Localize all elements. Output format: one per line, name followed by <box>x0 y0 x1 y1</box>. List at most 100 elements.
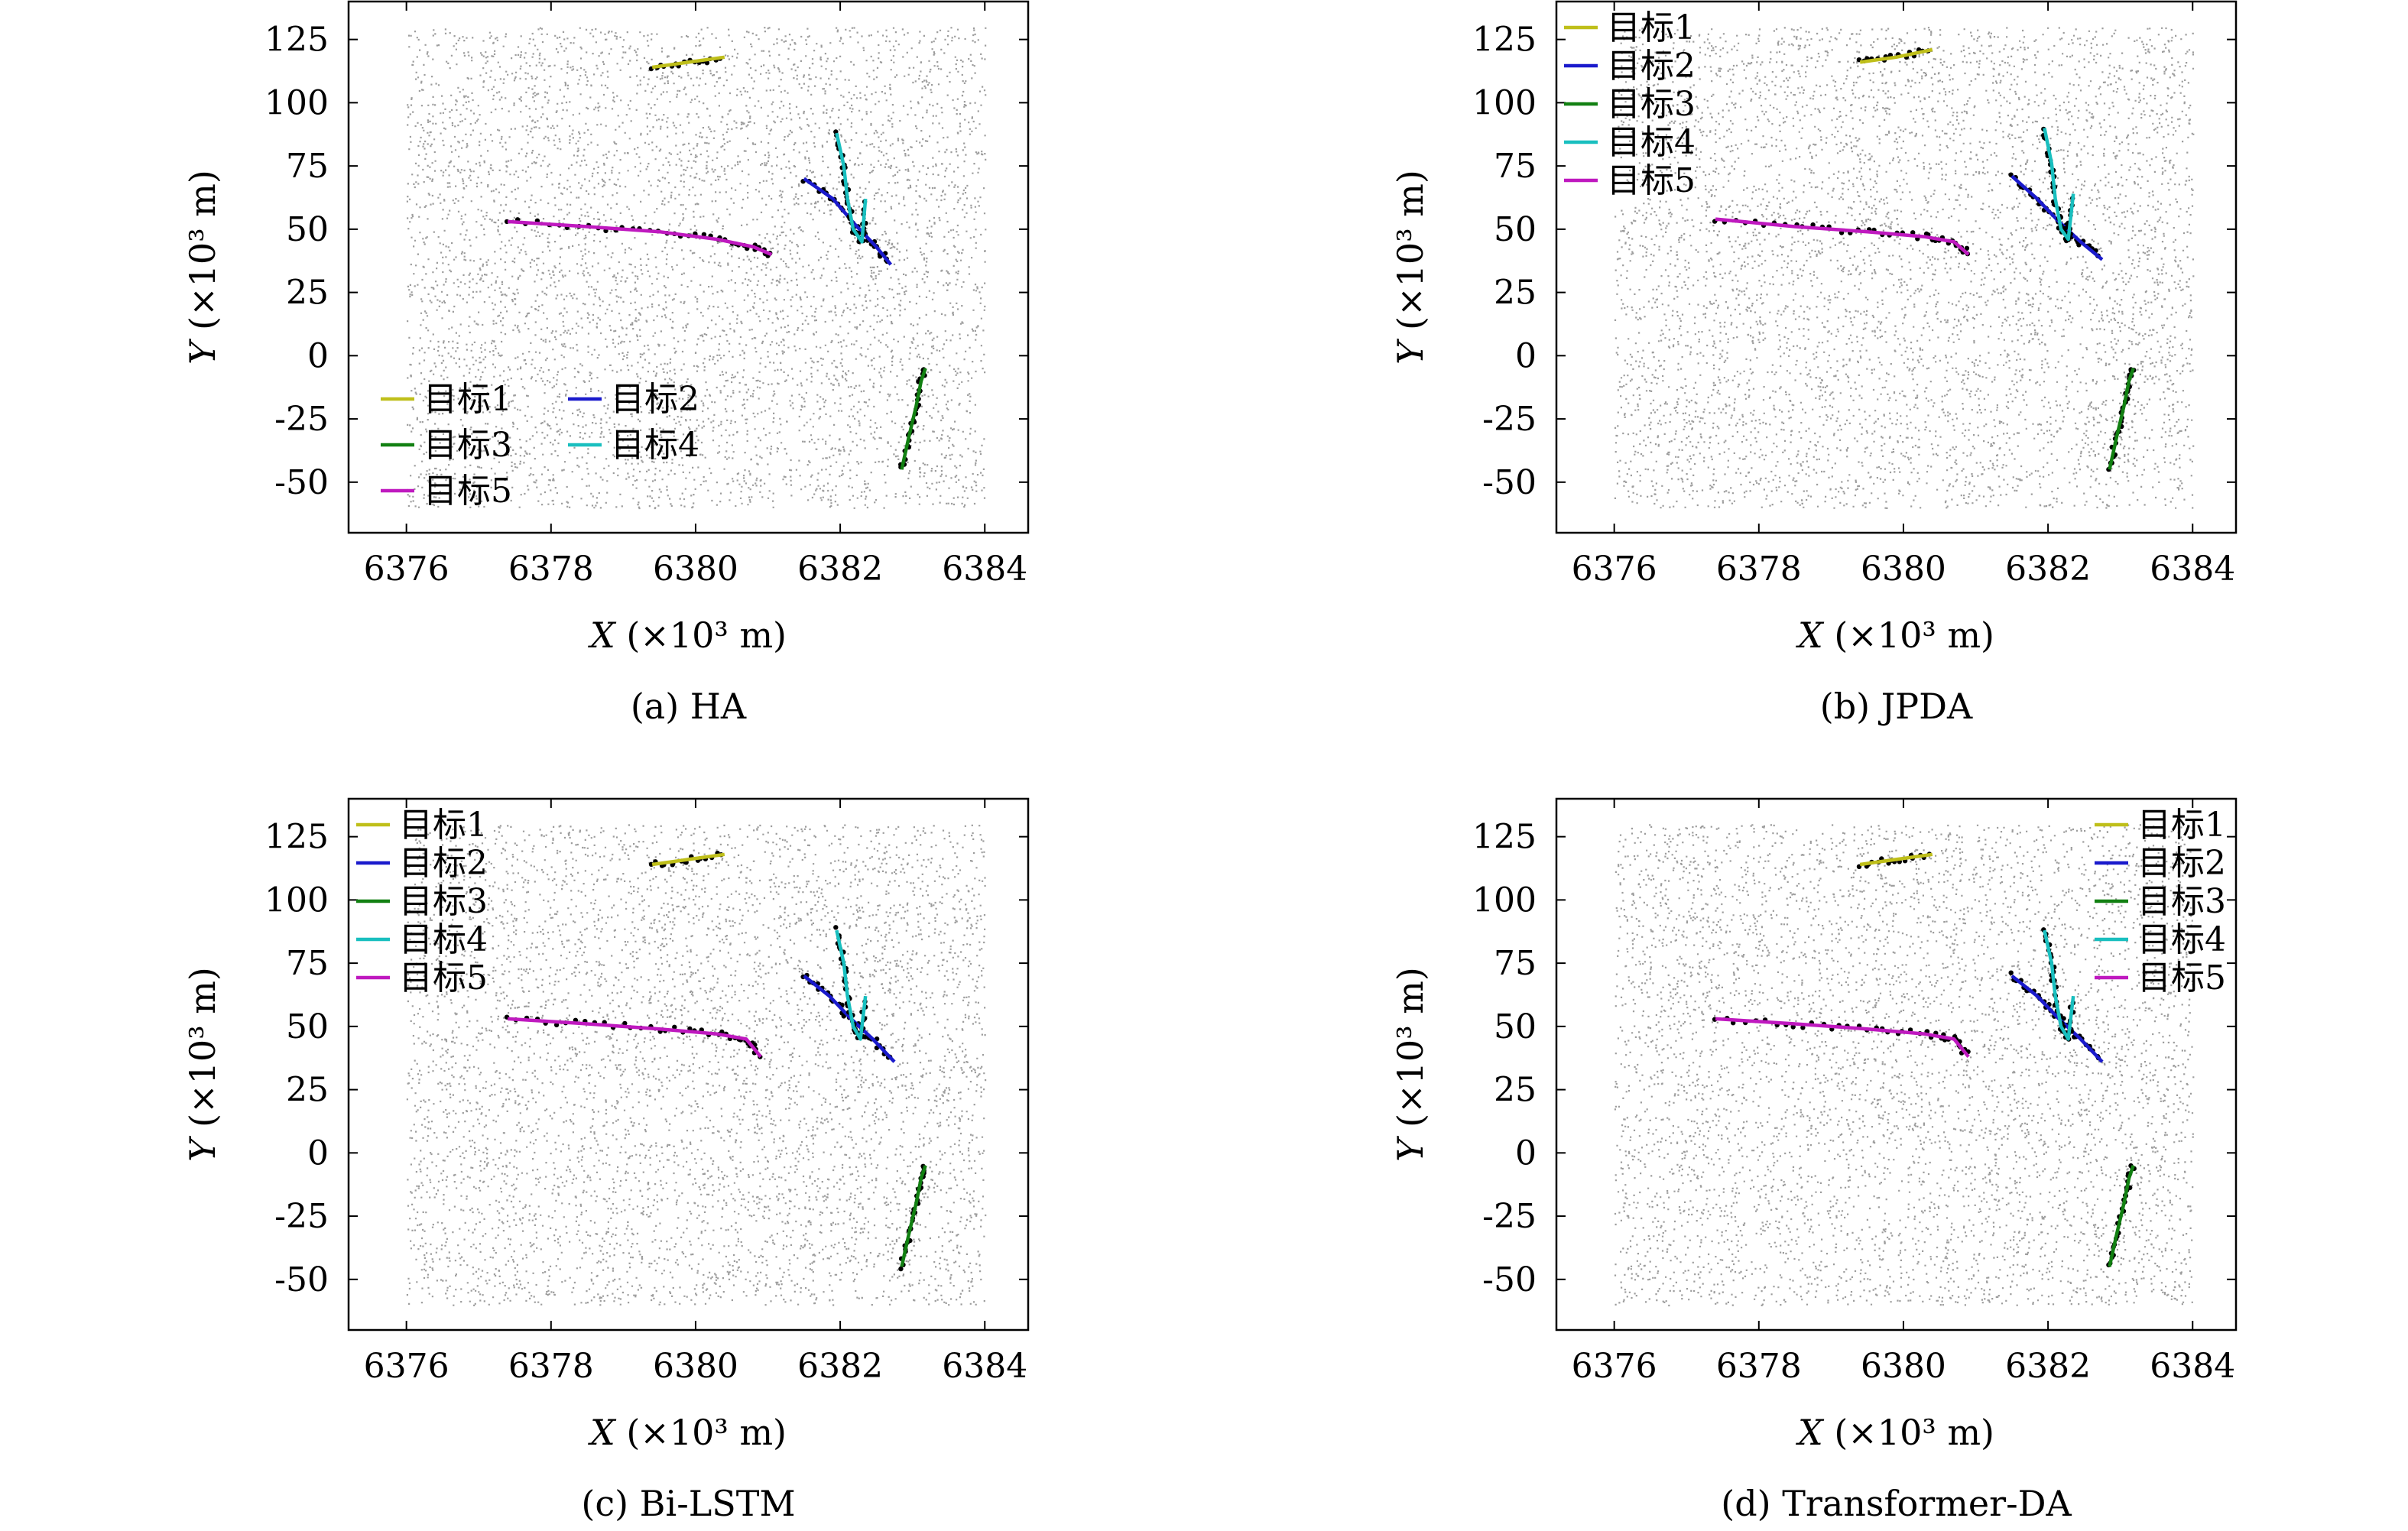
y-tick-label: -50 <box>1482 463 1537 502</box>
y-axis-unit: (×10³ m) <box>1390 170 1431 341</box>
series-line-2 <box>803 974 896 1063</box>
y-tick-label: 125 <box>1472 818 1537 857</box>
legend-label-4: 目标4 <box>1607 123 1696 162</box>
x-tick-label: 6382 <box>797 1347 883 1386</box>
series-line-5 <box>507 219 773 257</box>
y-tick-label: 50 <box>286 1007 329 1046</box>
axes-frame <box>347 0 1030 534</box>
y-tick-label: 50 <box>1494 210 1537 249</box>
x-tick-label: 6384 <box>942 1347 1027 1386</box>
y-tick-label: -50 <box>274 463 329 502</box>
legend-label-4: 目标4 <box>2137 920 2226 959</box>
x-axis-label: X (×10³ m) <box>1796 1412 1994 1453</box>
legend-label-5: 目标5 <box>1607 161 1696 200</box>
clutter-points <box>1614 27 2195 510</box>
series-line-1 <box>1859 47 1933 64</box>
legend-label-3: 目标3 <box>399 882 488 921</box>
y-tick-label: 100 <box>1472 881 1537 920</box>
y-tick-label: -25 <box>274 1197 329 1236</box>
panel-caption: (b) JPDA <box>1820 686 1973 727</box>
series-line-4 <box>2043 128 2075 242</box>
legend-label-5: 目标5 <box>424 472 512 511</box>
series-group <box>1712 47 2137 472</box>
y-axis-var: Y <box>1390 1135 1431 1162</box>
series-line-1 <box>651 55 725 70</box>
x-tick-label: 6378 <box>508 1347 594 1386</box>
y-tick-label: 125 <box>264 21 329 60</box>
panel-caption: (c) Bi-LSTM <box>581 1483 795 1524</box>
clutter-mark <box>406 27 987 510</box>
x-tick-label: 6380 <box>1861 1347 1946 1386</box>
axes-frame <box>1555 797 2238 1332</box>
x-tick-label: 6376 <box>1572 1347 1657 1386</box>
measurement-point <box>1964 245 1970 251</box>
legend-label-5: 目标5 <box>2137 958 2226 997</box>
series-line-1 <box>1859 852 1933 867</box>
x-tick-label: 6378 <box>1716 1347 1802 1386</box>
legend-label-2: 目标2 <box>611 380 699 419</box>
series-line-5 <box>1715 217 1970 256</box>
clutter-points <box>406 824 987 1306</box>
series-line-3 <box>900 368 927 470</box>
y-tick-label: 75 <box>1494 147 1537 186</box>
x-tick-label: 6382 <box>2005 1347 2091 1386</box>
panel-caption: (a) HA <box>631 686 747 727</box>
y-axis-var: Y <box>182 1135 223 1162</box>
y-axis-label: Y (×10³ m) <box>182 967 223 1162</box>
legend-label-1: 目标1 <box>2137 806 2226 845</box>
x-axis-var: X <box>588 615 617 656</box>
y-tick-label: 0 <box>1515 1134 1537 1173</box>
series-line-3 <box>900 1165 927 1267</box>
y-axis-var: Y <box>182 338 223 365</box>
y-tick-label: 50 <box>286 210 329 249</box>
y-tick-label: -25 <box>274 400 329 439</box>
chart-panel: 6376 6378 6380 6382 6384 -50 -25 0 25 50 75 100 125 X… <box>182 0 1030 727</box>
x-axis-unit: (×10³ m) <box>615 615 787 656</box>
y-axis-label: Y (×10³ m) <box>1390 967 1431 1162</box>
legend-label-3: 目标3 <box>424 426 512 465</box>
legend-label-1: 目标1 <box>424 380 512 419</box>
measurement-point <box>1790 1024 1796 1030</box>
y-tick-label: -50 <box>1482 1260 1537 1299</box>
series-group <box>1712 851 2137 1268</box>
measurement-point <box>704 60 710 66</box>
x-tick-label: 6376 <box>364 550 449 589</box>
y-axis-unit: (×10³ m) <box>1390 967 1431 1138</box>
y-tick-label: 100 <box>264 881 329 920</box>
y-tick-label: 50 <box>1494 1007 1537 1046</box>
x-axis-var: X <box>1796 1412 1825 1453</box>
axes-frame <box>347 797 1030 1332</box>
x-tick-label: 6384 <box>2150 1347 2235 1386</box>
legend-label-2: 目标2 <box>2137 844 2226 883</box>
y-tick-label: -25 <box>1482 1197 1537 1236</box>
x-tick-label: 6382 <box>797 550 883 589</box>
legend-label-5: 目标5 <box>399 958 488 997</box>
panel-caption: (d) Transformer-DA <box>1721 1483 2072 1524</box>
series-group <box>504 851 927 1272</box>
clutter-points <box>406 27 987 510</box>
x-axis-label: X (×10³ m) <box>588 615 787 656</box>
chart-panel: 6376 6378 6380 6382 6384 -50 -25 0 25 50 75 100 125 X… <box>1390 797 2238 1524</box>
y-axis-label: Y (×10³ m) <box>1390 170 1431 365</box>
y-tick-label: 25 <box>286 1071 329 1110</box>
x-axis-var: X <box>1796 615 1825 656</box>
legend-label-1: 目标1 <box>1607 8 1696 47</box>
legend: 目标1 目标2 目标3 目标4 目标5 <box>381 380 699 511</box>
legend-label-4: 目标4 <box>611 426 699 465</box>
series-line-3 <box>2108 368 2135 470</box>
legend-label-1: 目标1 <box>399 806 488 845</box>
measurement-point <box>1800 1025 1806 1030</box>
y-axis-unit: (×10³ m) <box>182 967 223 1138</box>
y-tick-label: 0 <box>1515 336 1537 375</box>
x-tick-label: 6380 <box>1861 550 1946 589</box>
clutter-mark <box>1614 824 2195 1307</box>
x-tick-label: 6376 <box>1572 550 1657 589</box>
measurement-point <box>622 1020 628 1027</box>
legend-label-3: 目标3 <box>2137 882 2226 921</box>
measurement-point <box>1810 222 1816 228</box>
series-line-5 <box>1715 1017 1970 1059</box>
x-axis-unit: (×10³ m) <box>1823 615 1994 656</box>
x-axis-label: X (×10³ m) <box>588 1412 787 1453</box>
